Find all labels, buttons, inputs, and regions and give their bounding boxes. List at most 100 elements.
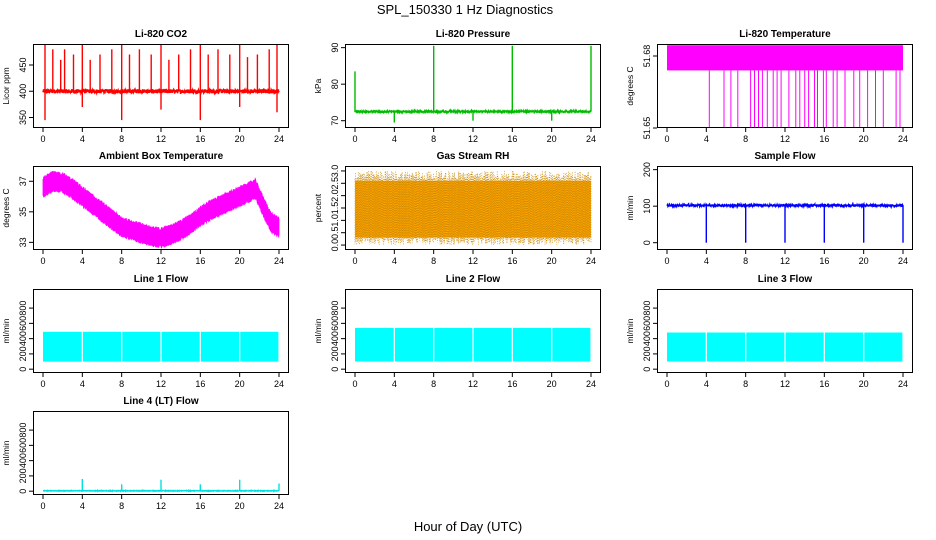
y-tick-label: 2.0	[330, 189, 340, 202]
panel-3: Ambient Box Temperature degrees C 0 4 8 12 16 2…	[1, 151, 289, 266]
x-tick-label: 24	[274, 134, 284, 144]
x-tick-label: 8	[119, 501, 124, 511]
y-tick-label: 350	[18, 110, 28, 125]
y-tick-label: 800	[18, 423, 28, 438]
y-tick-label: 0	[18, 367, 28, 372]
panel-8: Line 3 Flow ml/min 0 4 8 12 16 20 24 0 20040060080…	[625, 274, 913, 389]
x-tick-label: 0	[664, 379, 669, 389]
y-tick-label: 200	[642, 162, 652, 177]
series-band	[667, 45, 903, 71]
panel-ylabel: ml/min	[625, 195, 635, 220]
panel-title: Li-820 Pressure	[436, 29, 511, 40]
series	[355, 327, 592, 362]
y-tick-label: 800	[330, 301, 340, 316]
x-tick-label: 12	[156, 501, 166, 511]
x-tick-label: 20	[859, 256, 869, 266]
y-tick-label: 51.68	[642, 45, 652, 68]
x-tick-label: 12	[468, 256, 478, 266]
x-tick-label: 4	[80, 256, 85, 266]
y-tick-label: 0	[642, 240, 652, 245]
x-tick-label: 8	[119, 134, 124, 144]
x-tick-label: 8	[431, 256, 436, 266]
y-tick-label: 35	[18, 207, 28, 217]
x-tick-label: 12	[468, 134, 478, 144]
series-line	[666, 201, 904, 210]
panel-9: Line 4 (LT) Flow ml/min 0 4 8 12 16 20 24 0 200400…	[1, 396, 289, 511]
y-tick-label: 80	[330, 79, 340, 89]
x-tick-label: 0	[664, 256, 669, 266]
panel-1: Li-820 Pressure kPa 0 4 8 12 16 20 24 70 80 90	[313, 29, 601, 144]
panel-frame	[345, 289, 601, 373]
y-tick-label: 200	[18, 468, 28, 483]
panel-title: Line 1 Flow	[134, 274, 189, 285]
y-tick-label: 600	[330, 316, 340, 331]
x-tick-label: 4	[392, 379, 397, 389]
x-tick-label: 16	[507, 134, 517, 144]
panel-frame	[657, 166, 913, 250]
series	[42, 171, 280, 249]
figure-xlabel: Hour of Day (UTC)	[414, 519, 522, 534]
x-tick-label: 24	[274, 501, 284, 511]
x-tick-label: 24	[898, 256, 908, 266]
panel-frame	[657, 44, 913, 128]
y-tick-label: 2.5	[330, 177, 340, 190]
x-tick-label: 16	[195, 379, 205, 389]
y-tick-label: 1.0	[330, 214, 340, 227]
y-tick-label: 600	[642, 316, 652, 331]
x-tick-label: 12	[156, 134, 166, 144]
series	[43, 331, 280, 362]
x-tick-label: 8	[119, 256, 124, 266]
panel-frame	[345, 166, 601, 250]
y-tick-label: 90	[330, 43, 340, 53]
x-tick-label: 24	[274, 256, 284, 266]
panel-title: Ambient Box Temperature	[99, 151, 224, 162]
x-tick-label: 12	[156, 379, 166, 389]
panel-title: Li-820 Temperature	[739, 29, 831, 40]
y-tick-label: 0	[642, 367, 652, 372]
y-tick-label: 400	[642, 331, 652, 346]
series	[667, 45, 903, 127]
panel-ylabel: degrees C	[1, 188, 11, 227]
x-tick-label: 24	[898, 134, 908, 144]
panel-0: Li-820 CO2 Licor ppm 0 4 8 12 16 20 24 350 400 450	[1, 29, 289, 144]
x-tick-label: 8	[119, 379, 124, 389]
x-tick-label: 4	[80, 379, 85, 389]
x-tick-label: 16	[507, 379, 517, 389]
panel-title: Sample Flow	[754, 151, 815, 162]
x-tick-label: 24	[586, 379, 596, 389]
y-tick-label: 400	[18, 84, 28, 99]
y-tick-label: 0	[18, 489, 28, 494]
x-tick-label: 16	[819, 134, 829, 144]
panel-title: Line 2 Flow	[446, 274, 501, 285]
y-tick-label: 600	[18, 316, 28, 331]
y-tick-label: 200	[18, 346, 28, 361]
y-tick-label: 400	[330, 331, 340, 346]
x-tick-label: 4	[392, 256, 397, 266]
x-tick-label: 0	[352, 256, 357, 266]
x-tick-label: 0	[40, 134, 45, 144]
panel-ylabel: Licor ppm	[1, 67, 11, 104]
x-tick-label: 20	[235, 256, 245, 266]
x-tick-label: 16	[507, 256, 517, 266]
y-tick-label: 0	[330, 367, 340, 372]
y-tick-label: 1.5	[330, 202, 340, 215]
x-tick-label: 12	[780, 379, 790, 389]
panel-title: Li-820 CO2	[135, 29, 188, 40]
x-tick-label: 20	[235, 501, 245, 511]
x-tick-label: 0	[40, 256, 45, 266]
y-tick-label: 200	[642, 346, 652, 361]
x-tick-label: 16	[195, 134, 205, 144]
x-tick-label: 20	[547, 256, 557, 266]
x-tick-label: 20	[235, 379, 245, 389]
x-tick-label: 0	[40, 379, 45, 389]
x-tick-label: 8	[431, 379, 436, 389]
panel-frame	[33, 289, 289, 373]
x-tick-label: 12	[780, 256, 790, 266]
x-tick-label: 20	[547, 379, 557, 389]
x-tick-label: 24	[586, 134, 596, 144]
series	[666, 201, 904, 243]
x-tick-label: 16	[819, 256, 829, 266]
panel-title: Gas Stream RH	[437, 151, 510, 162]
